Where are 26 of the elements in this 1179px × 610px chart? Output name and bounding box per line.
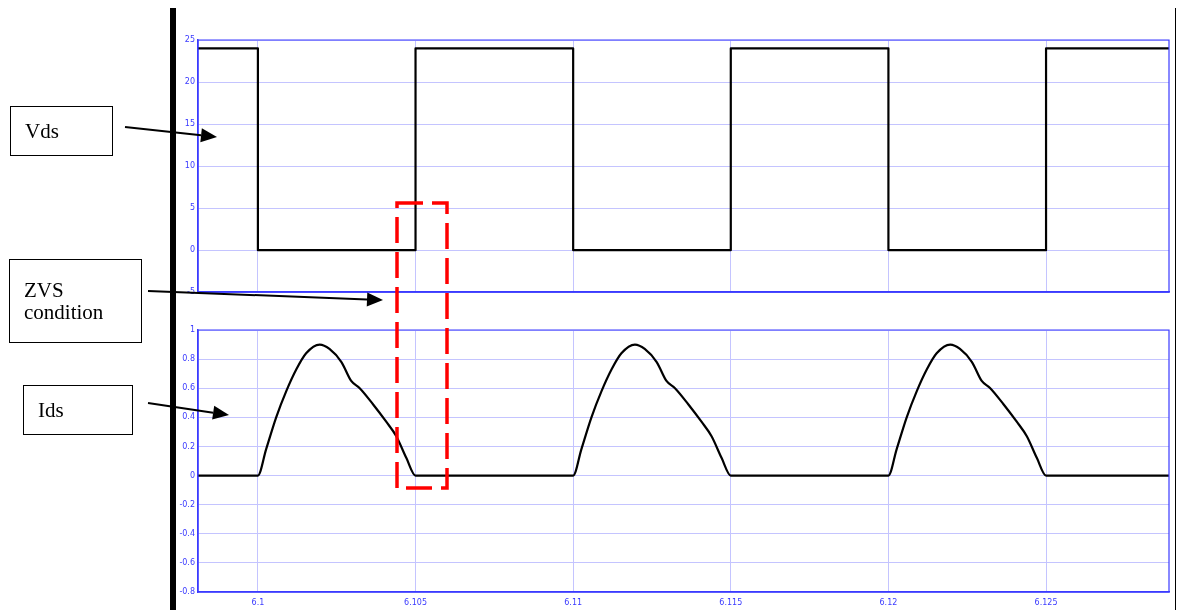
y-tick-label: 1 (189, 325, 195, 335)
y-tick-label: 20 (184, 77, 195, 87)
y-tick-label: 0.2 (182, 441, 195, 451)
line-series (198, 343, 1169, 477)
x-tick-label: 6.11 (564, 597, 583, 607)
x-tick-label: 6.12 (879, 597, 898, 607)
y-tick-label: 15 (184, 119, 195, 129)
x-tick-label: 6.1 (251, 597, 265, 607)
x-tick-label: 6.125 (1034, 597, 1058, 607)
y-tick-label: 0 (189, 470, 195, 480)
y-tick-label: 25 (184, 35, 195, 45)
y-tick-label: 0.8 (182, 354, 195, 364)
y-tick-label: 0.6 (182, 383, 195, 393)
x-tick-label: 6.105 (404, 597, 427, 607)
text: ZVS condition (9, 259, 142, 343)
y-tick-label: 0.4 (182, 412, 195, 422)
text: Vds (10, 106, 113, 156)
y-tick-label: -0.8 (179, 587, 195, 597)
y-tick-label: 0 (189, 245, 195, 255)
y-tick-label: 10 (184, 161, 195, 171)
x-tick-label: 6.115 (719, 597, 743, 607)
y-tick-label: -0.2 (179, 499, 195, 509)
y-tick-label: -0.4 (179, 528, 195, 538)
text: Ids (23, 385, 133, 435)
y-tick-label: -0.6 (179, 557, 195, 567)
y-tick-label: 5 (189, 203, 195, 213)
